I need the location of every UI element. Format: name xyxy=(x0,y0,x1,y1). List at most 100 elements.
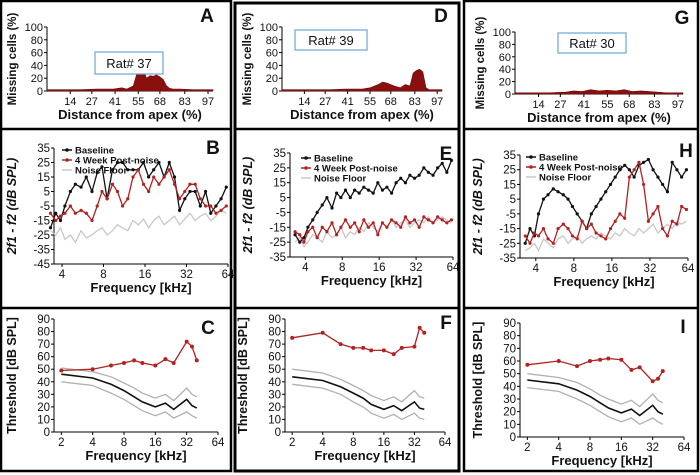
x-tick-label: 8 xyxy=(100,269,106,281)
y-tick-label: 80 xyxy=(31,35,43,47)
data-point xyxy=(167,160,171,165)
y-tick-label: 35 xyxy=(273,148,286,160)
x-tick-label: 68 xyxy=(623,99,635,111)
series-line-baseline xyxy=(292,376,425,412)
data-point xyxy=(172,182,177,186)
data-point xyxy=(651,168,655,172)
data-point xyxy=(136,168,140,172)
data-point xyxy=(523,241,527,245)
data-point xyxy=(380,188,384,192)
data-point xyxy=(408,173,412,177)
panel-letter: D xyxy=(434,6,448,27)
data-point xyxy=(661,226,665,231)
x-tick-label: 8 xyxy=(121,437,127,449)
data-point xyxy=(95,204,99,208)
rat-label: Rat# 30 xyxy=(569,36,615,51)
data-point xyxy=(330,206,334,210)
legend-marker xyxy=(529,165,533,169)
data-point xyxy=(585,226,589,231)
panel-letter: E xyxy=(440,144,453,165)
y-tick-label: 60 xyxy=(499,52,511,64)
y-tick-label: 80 xyxy=(268,327,281,339)
data-point xyxy=(551,187,555,191)
data-point xyxy=(153,363,158,368)
data-point xyxy=(417,173,421,177)
data-point xyxy=(422,330,427,335)
data-point xyxy=(357,191,361,195)
y-tick-label: -5 xyxy=(40,201,50,213)
data-point xyxy=(436,215,440,219)
data-point xyxy=(353,188,357,192)
data-point xyxy=(656,204,660,209)
legend-marker xyxy=(65,148,69,152)
data-point xyxy=(335,191,339,195)
data-point xyxy=(90,218,94,223)
rat-label-box xyxy=(94,51,164,75)
x-axis-label: Frequency [kHz] xyxy=(321,273,422,288)
y-tick-label: 5 xyxy=(44,187,50,199)
x-axis-label: Frequency [kHz] xyxy=(90,280,191,295)
x-tick-label: 55 xyxy=(601,99,613,111)
data-point xyxy=(348,195,352,200)
x-tick-label: 2 xyxy=(58,437,64,449)
x-tick-label: 64 xyxy=(682,263,695,275)
data-point xyxy=(541,197,546,201)
data-point xyxy=(440,218,444,222)
y-tick-label: 25 xyxy=(503,165,516,177)
data-point xyxy=(680,204,684,209)
data-point xyxy=(632,175,636,179)
data-point xyxy=(311,218,315,222)
data-point xyxy=(95,171,99,175)
data-point xyxy=(48,211,53,215)
rat-label-box xyxy=(294,29,368,51)
y-tick-label: 0 xyxy=(275,427,281,439)
data-point xyxy=(63,204,67,208)
data-point xyxy=(422,166,426,170)
y-tick-label: 40 xyxy=(31,60,43,72)
x-tick-label: 32 xyxy=(180,269,193,281)
data-point xyxy=(131,168,135,172)
data-point xyxy=(59,368,64,373)
data-point xyxy=(339,225,343,229)
y-tick-label: 40 xyxy=(268,377,281,389)
rat-label: Rat# 37 xyxy=(106,56,152,71)
rat-label-box xyxy=(557,32,627,54)
data-point xyxy=(431,173,435,177)
data-point xyxy=(167,168,171,172)
data-point xyxy=(541,226,546,231)
data-point xyxy=(371,221,375,225)
data-point xyxy=(391,352,396,357)
data-point xyxy=(632,168,636,172)
y-tick-label: 60 xyxy=(37,352,50,364)
x-tick-label: 16 xyxy=(377,437,390,449)
x-tick-label: 27 xyxy=(319,96,331,108)
data-point xyxy=(122,360,127,365)
series-line-baseline-sd xyxy=(527,373,664,408)
data-point xyxy=(68,204,72,208)
data-point xyxy=(183,197,187,201)
data-point xyxy=(599,234,603,238)
data-point xyxy=(214,204,218,208)
data-point xyxy=(209,211,213,215)
data-point xyxy=(412,344,417,349)
data-point xyxy=(629,367,634,372)
data-point xyxy=(63,211,67,215)
x-tick-label: 64 xyxy=(447,262,460,274)
x-tick-label: 4 xyxy=(302,262,309,274)
data-point xyxy=(650,379,655,384)
series-line-baseline-sd xyxy=(527,386,664,426)
data-point xyxy=(417,325,422,330)
x-tick-label: 14 xyxy=(64,96,76,108)
data-point xyxy=(343,188,348,192)
data-point xyxy=(670,219,674,223)
data-point xyxy=(147,189,151,194)
data-point xyxy=(637,160,641,164)
x-tick-label: 64 xyxy=(678,442,691,454)
x-tick-label: 55 xyxy=(364,96,376,108)
data-point xyxy=(357,230,361,234)
legend-label: 4 Week Post-noise xyxy=(75,156,159,167)
y-tick-label: 0 xyxy=(37,86,43,98)
data-point xyxy=(546,193,550,197)
data-point xyxy=(293,230,297,234)
